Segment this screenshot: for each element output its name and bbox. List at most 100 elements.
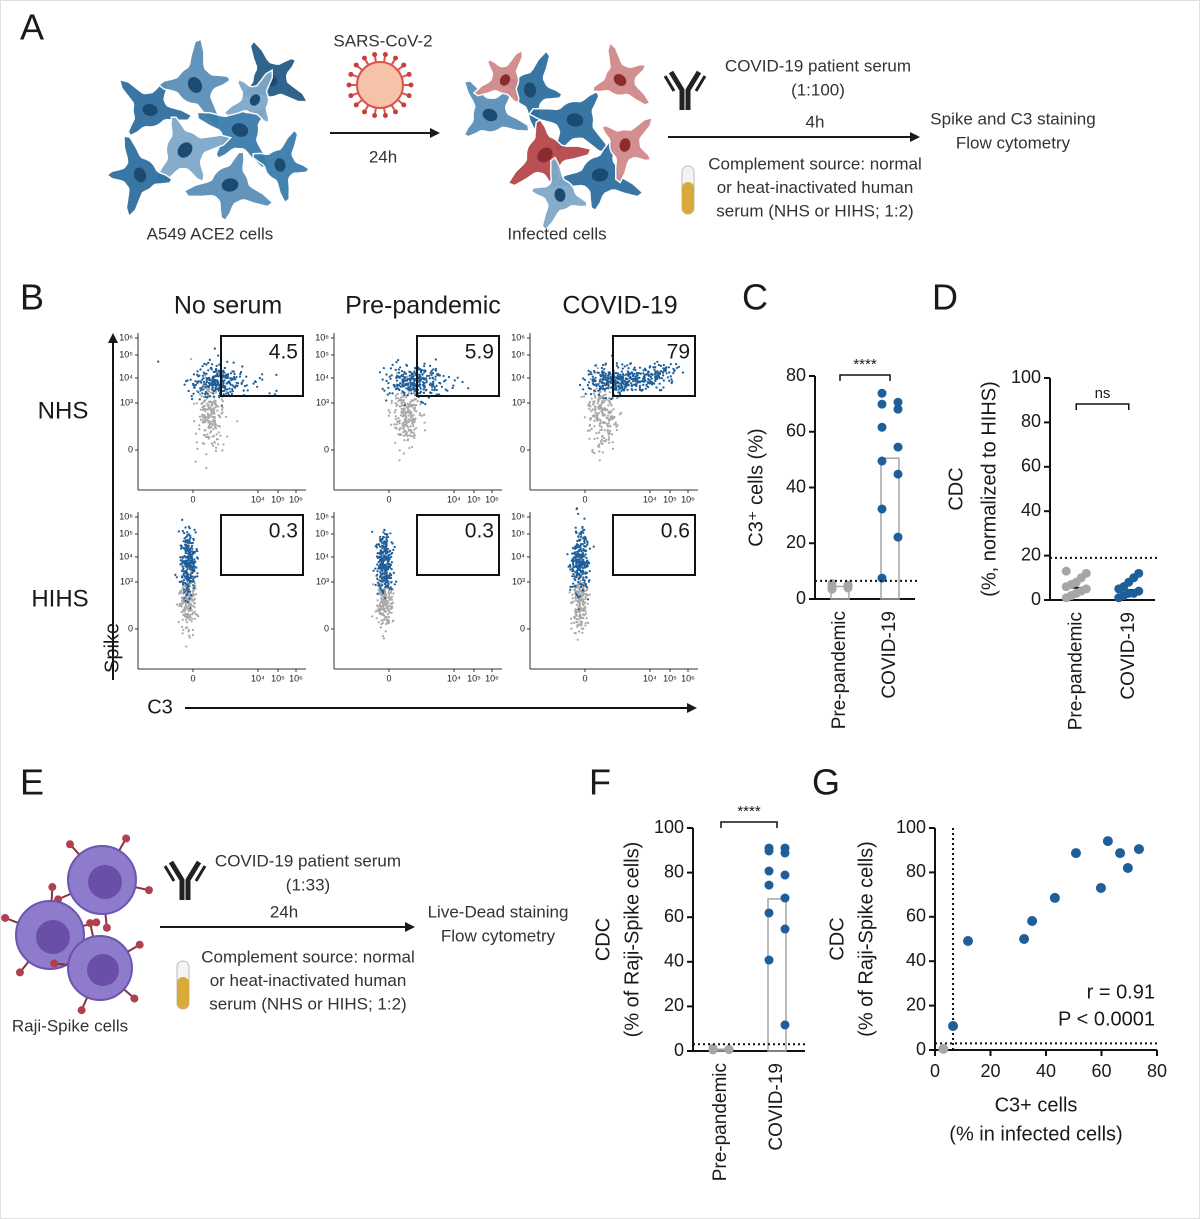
tick-label: 0 xyxy=(128,623,133,633)
cell-nucleus xyxy=(613,73,627,87)
cell-nucleus xyxy=(187,77,203,93)
panel-letter: G xyxy=(812,762,840,803)
label: serum (NHS or HIHS; 1:2) xyxy=(209,994,406,1013)
y-tick-label: 60 xyxy=(1021,456,1041,476)
data-point xyxy=(764,880,774,890)
event-dots xyxy=(387,372,427,462)
label: Flow cytometry xyxy=(956,133,1071,152)
label: Complement source: normal xyxy=(201,947,415,966)
cell-nucleus xyxy=(499,74,511,86)
data-point xyxy=(1134,586,1144,596)
tick-label: 10⁴ xyxy=(643,673,657,683)
data-point xyxy=(724,1045,734,1055)
row-label: HIHS xyxy=(31,585,88,612)
cell-nucleus xyxy=(566,113,584,127)
virus-spike-head xyxy=(353,102,359,108)
x-tick-label: COVID-19 xyxy=(766,1063,787,1151)
virus-spike-head xyxy=(372,113,378,119)
data-point xyxy=(780,870,790,880)
label: Spike and C3 staining xyxy=(930,109,1095,128)
virus-spike-head xyxy=(393,55,398,61)
event-dots xyxy=(604,360,685,401)
data-point xyxy=(764,866,774,876)
data-point xyxy=(1070,848,1081,859)
axis-title: C3 xyxy=(147,696,173,718)
virus-spike-head xyxy=(372,51,378,57)
y-axis-title: CDC xyxy=(592,918,614,961)
virus-spike-head xyxy=(353,62,359,68)
tick-label: 10⁵ xyxy=(467,494,481,504)
gate xyxy=(416,335,500,397)
x-tick-label: COVID-19 xyxy=(1118,612,1139,700)
tick-label: 10⁶ xyxy=(681,673,695,683)
y-axis-title: C3⁺ cells (%) xyxy=(745,428,767,546)
data-point xyxy=(1102,836,1113,847)
tick-label: 10⁵ xyxy=(271,673,285,683)
virus-spike-head xyxy=(346,82,352,88)
significance-bracket xyxy=(1075,403,1130,410)
x-tick-label: 20 xyxy=(980,1061,1000,1081)
cell-icon xyxy=(592,41,652,106)
bar xyxy=(767,898,787,1052)
y-axis-title: (% of Raji-Spike cells) xyxy=(855,841,877,1037)
cell-nucleus xyxy=(482,108,498,122)
tick-label: 10⁵ xyxy=(663,673,677,683)
y-tick-label: 60 xyxy=(786,421,806,441)
tick-label: 10⁴ xyxy=(511,372,525,382)
row-label: NHS xyxy=(38,397,89,424)
virus-spike-head xyxy=(348,93,354,99)
x-tick-label: 0 xyxy=(930,1061,940,1081)
virus-spike-head xyxy=(408,82,414,88)
column-header: Pre-pandemic xyxy=(345,292,501,320)
data-point xyxy=(708,1043,718,1053)
significance-bracket xyxy=(720,821,778,828)
tube-serum xyxy=(177,977,189,1009)
tick-label: 10⁶ xyxy=(119,332,133,342)
label: 24h xyxy=(270,902,298,921)
y-tick-label: 80 xyxy=(906,861,926,881)
data-point xyxy=(1027,916,1038,927)
tick-label: 0 xyxy=(520,444,525,454)
tick-label: 0 xyxy=(582,673,587,683)
gate xyxy=(220,514,304,576)
tick-label: 10⁴ xyxy=(447,494,461,504)
tube-serum xyxy=(682,182,694,214)
data-point xyxy=(843,581,853,591)
gate-value: 79 xyxy=(667,341,690,364)
tick-label: 10⁶ xyxy=(289,673,303,683)
annotation: r = 0.91 xyxy=(1087,981,1155,1003)
data-point xyxy=(1049,892,1060,903)
tick-label: 10³ xyxy=(120,576,133,586)
event-dots xyxy=(378,358,451,407)
spike-head xyxy=(130,994,139,1003)
data-point xyxy=(877,573,887,583)
label: or heat-inactivated human xyxy=(717,178,914,197)
virus-spike-head xyxy=(401,102,407,108)
antibody-arm xyxy=(168,860,202,900)
virus-icon xyxy=(356,61,404,109)
significance-label: **** xyxy=(737,803,761,820)
cell-nucleus xyxy=(554,188,566,202)
y-tick-label: 100 xyxy=(1011,367,1041,387)
significance-label: **** xyxy=(853,356,877,373)
tick-label: 10⁶ xyxy=(485,494,499,504)
spike-head xyxy=(77,1006,86,1015)
gate-value: 0.3 xyxy=(465,520,494,543)
label: (1:100) xyxy=(791,80,845,99)
tick-label: 10⁵ xyxy=(511,528,525,538)
tick-label: 10⁵ xyxy=(511,349,525,359)
data-point xyxy=(764,955,774,965)
event-dots xyxy=(174,518,200,610)
virus-spike-head xyxy=(382,113,388,119)
event-dots xyxy=(566,507,595,611)
gate xyxy=(612,335,696,397)
data-point xyxy=(963,935,974,946)
data-point xyxy=(938,1043,949,1054)
data-point xyxy=(948,1021,959,1032)
antibody-tip xyxy=(663,75,707,92)
event-dots xyxy=(433,374,470,396)
y-axis-title: (% of Raji-Spike cells) xyxy=(621,842,643,1038)
spike-head xyxy=(122,834,131,843)
